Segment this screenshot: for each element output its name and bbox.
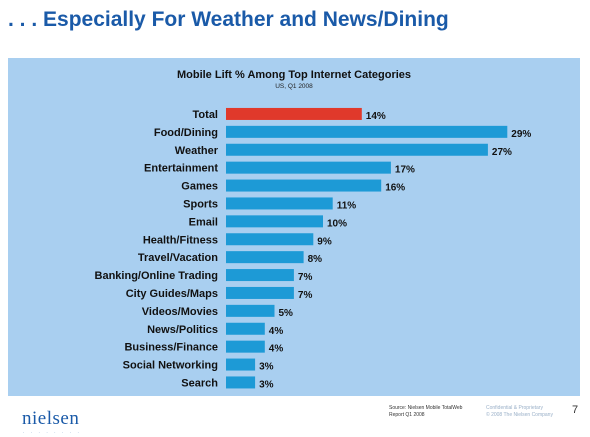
confidential-line-1: Confidential & Proprietary: [486, 405, 543, 411]
value-label-banking-online-trading: 7%: [298, 272, 313, 283]
category-label-sports: Sports: [183, 198, 218, 210]
confidential-note: Confidential & Proprietary © 2008 The Ni…: [486, 405, 553, 419]
category-label-search: Search: [181, 377, 218, 389]
source-note: Source: Nielsen Mobile TotalWeb Report Q…: [389, 405, 462, 419]
chart-title: Mobile Lift % Among Top Internet Categor…: [176, 69, 412, 81]
category-label-business-finance: Business/Finance: [124, 342, 218, 354]
value-label-total: 14%: [366, 111, 386, 122]
category-label-weather: Weather: [175, 145, 219, 157]
value-label-videos-movies: 5%: [279, 308, 294, 319]
category-label-social-networking: Social Networking: [123, 360, 218, 372]
confidential-line-2: © 2008 The Nielsen Company: [486, 412, 553, 418]
value-label-games: 16%: [385, 183, 405, 194]
value-label-food-dining: 29%: [511, 129, 531, 140]
value-label-entertainment: 17%: [395, 165, 415, 176]
bar-sports: [226, 197, 333, 210]
bar-city-guides-maps: [226, 286, 294, 299]
value-label-sports: 11%: [337, 200, 357, 211]
nielsen-logo: nielsen: [22, 408, 80, 429]
bar-health-fitness: [226, 233, 314, 246]
bar-social-networking: [226, 358, 256, 371]
category-label-travel-vacation: Travel/Vacation: [138, 252, 218, 264]
chart-panel: Mobile Lift % Among Top Internet Categor…: [8, 58, 580, 396]
category-label-food-dining: Food/Dining: [154, 127, 218, 139]
bar-news-politics: [226, 322, 265, 335]
source-line-1: Source: Nielsen Mobile TotalWeb: [389, 405, 463, 411]
bar-travel-vacation: [226, 251, 304, 264]
bar-search: [226, 376, 256, 389]
category-label-health-fitness: Health/Fitness: [143, 234, 218, 246]
bar-email: [226, 215, 323, 228]
source-line-2: Report Q1 2008: [389, 412, 425, 418]
value-label-travel-vacation: 8%: [308, 254, 323, 265]
page-number: 7: [572, 404, 579, 416]
value-label-health-fitness: 9%: [317, 236, 332, 247]
bar-total: [226, 107, 362, 120]
category-label-games: Games: [181, 181, 218, 193]
bar-weather: [226, 143, 488, 156]
value-label-email: 10%: [327, 218, 347, 229]
value-label-search: 3%: [259, 379, 274, 390]
bar-entertainment: [226, 161, 391, 174]
value-label-news-politics: 4%: [269, 326, 284, 337]
value-label-social-networking: 3%: [259, 362, 274, 373]
category-label-videos-movies: Videos/Movies: [142, 306, 218, 318]
category-label-news-politics: News/Politics: [147, 324, 218, 336]
logo-dots: . . . . . . . .: [23, 429, 82, 435]
bar-food-dining: [226, 125, 508, 138]
category-label-entertainment: Entertainment: [144, 163, 218, 175]
category-label-banking-online-trading: Banking/Online Trading: [95, 270, 218, 282]
category-label-city-guides-maps: City Guides/Maps: [126, 288, 218, 300]
slide-title: . . . Especially For Weather and News/Di…: [8, 8, 449, 31]
bar-videos-movies: [226, 304, 275, 317]
category-label-total: Total: [193, 109, 218, 121]
bar-chart: Total 14% Food/Dining 29% Weather 27% Entertai…: [95, 107, 531, 390]
value-label-city-guides-maps: 7%: [298, 290, 313, 301]
category-label-email: Email: [189, 216, 218, 228]
chart-subtitle: US, Q1 2008: [275, 83, 313, 90]
bar-business-finance: [226, 340, 265, 353]
bar-banking-online-trading: [226, 269, 294, 282]
bar-games: [226, 179, 382, 192]
value-label-business-finance: 4%: [269, 344, 284, 355]
value-label-weather: 27%: [492, 147, 512, 158]
